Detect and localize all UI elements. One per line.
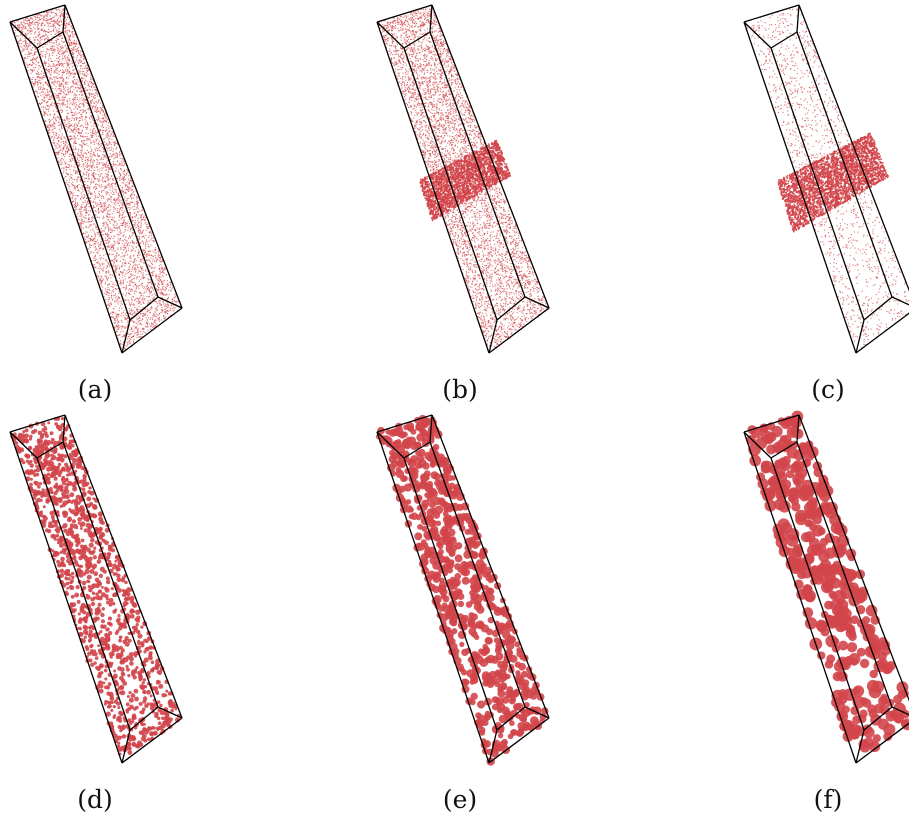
particle-box-e xyxy=(376,414,550,766)
particle-box-f xyxy=(743,410,909,764)
panel-label-c: (c) xyxy=(811,375,845,404)
particle-box-c xyxy=(743,4,909,354)
panel-label-e: (e) xyxy=(442,785,478,814)
panel-label-a: (a) xyxy=(77,375,113,404)
particle-box-b xyxy=(376,4,550,354)
panel-label-b: (b) xyxy=(442,375,478,404)
particle-box-d xyxy=(9,414,183,764)
particle-box-a xyxy=(9,4,183,354)
panel-label-f: (f) xyxy=(813,785,843,814)
panel-label-d: (d) xyxy=(77,785,113,814)
